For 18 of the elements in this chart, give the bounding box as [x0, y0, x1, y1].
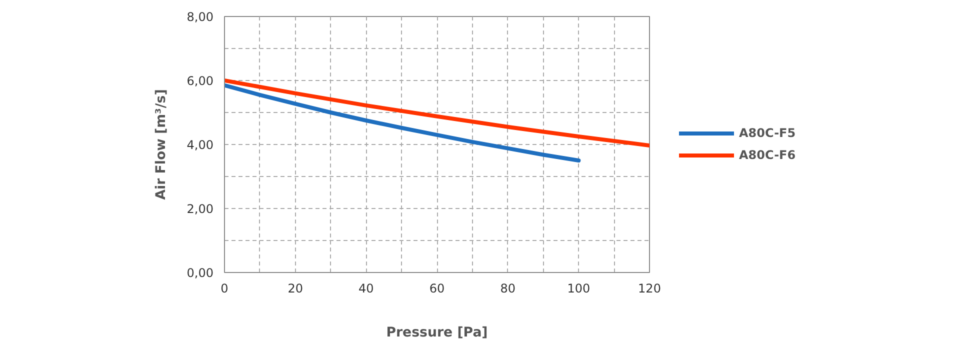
x-tick-label: 120 [638, 282, 661, 296]
x-axis-title: Pressure [Pa] [386, 326, 488, 340]
x-tick-label: 0 [220, 282, 228, 296]
y-tick-label: 0,00 [186, 266, 214, 280]
y-tick-label: 6,00 [186, 74, 214, 88]
y-tick-label: 8,00 [186, 10, 214, 24]
x-tick-label: 20 [288, 282, 303, 296]
legend-label: A80C-F6 [739, 148, 796, 162]
x-tick-label: 40 [358, 282, 374, 296]
legend-label: A80C-F5 [739, 126, 796, 140]
x-tick-label: 80 [500, 282, 516, 296]
line-series [224, 78, 650, 148]
x-tick-label: 60 [429, 282, 445, 296]
y-axis-title: Air Flow [m³/s] [154, 89, 169, 200]
line-series [224, 83, 581, 162]
y-tick-label: 4,00 [186, 138, 214, 152]
x-tick-label: 100 [567, 282, 590, 296]
y-tick-label: 2,00 [186, 202, 214, 216]
